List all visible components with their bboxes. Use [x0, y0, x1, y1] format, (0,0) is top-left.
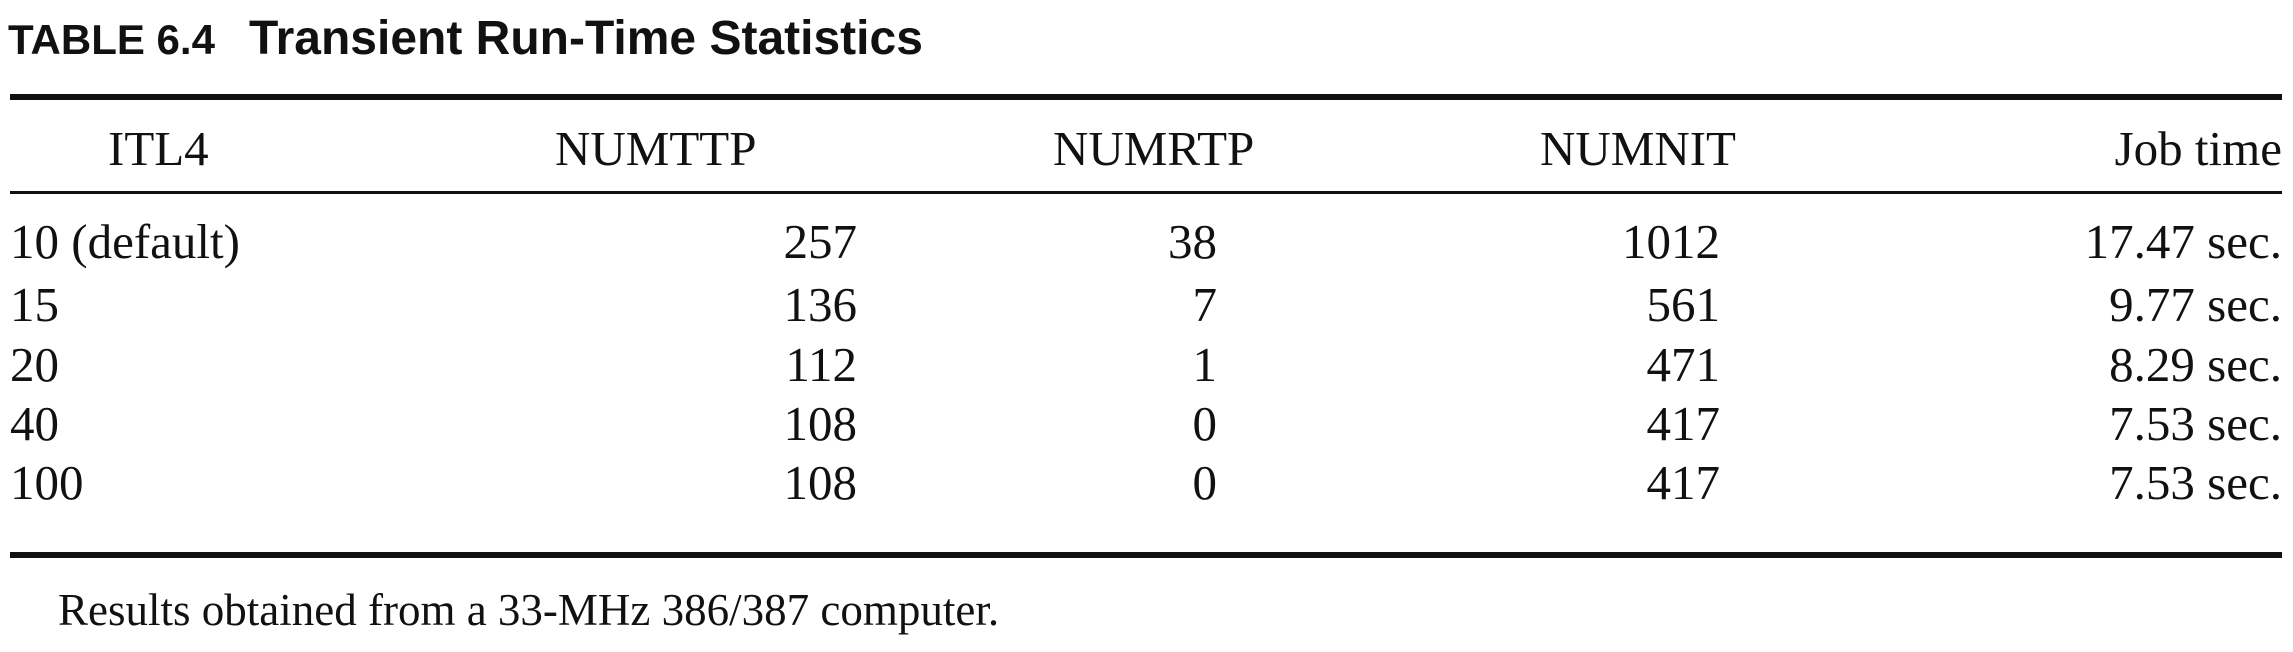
- table-number: TABLE 6.4: [8, 16, 215, 63]
- cell-job-time: 7.53 sec.: [2109, 396, 2282, 451]
- cell-itl4: 15: [10, 277, 59, 332]
- cell-numnit: 417: [1646, 396, 1721, 451]
- cell-itl4: 100: [10, 455, 84, 510]
- cell-numttp: 112: [785, 337, 857, 392]
- cell-numttp: 257: [783, 214, 858, 269]
- cell-itl4: 10 (default): [10, 214, 240, 269]
- cell-numnit: 417: [1646, 455, 1721, 510]
- cell-numrtp: 7: [1192, 277, 1218, 332]
- column-header-numttp: NUMTTP: [555, 121, 757, 176]
- column-header-numnit: NUMNIT: [1540, 121, 1736, 176]
- column-header-job-time: Job time: [2114, 121, 2282, 176]
- table-title: Transient Run-Time Statistics: [248, 12, 923, 65]
- cell-job-time: 9.77 sec.: [2109, 277, 2282, 332]
- table-footnote: Results obtained from a 33-MHz 386/387 c…: [58, 585, 1000, 635]
- cell-numrtp: 0: [1192, 396, 1218, 451]
- column-header-itl4: ITL4: [108, 121, 209, 176]
- column-header-numrtp: NUMRTP: [1053, 121, 1255, 176]
- cell-job-time: 17.47 sec.: [2084, 214, 2282, 269]
- cell-numnit: 1012: [1622, 214, 1720, 269]
- cell-numnit: 561: [1646, 277, 1721, 332]
- cell-itl4: 40: [10, 396, 59, 451]
- bottom-rule: [10, 552, 2282, 558]
- top-rule: [10, 94, 2282, 100]
- cell-numrtp: 1: [1192, 337, 1218, 392]
- table-caption: TABLE 6.4 Transient Run-Time Statistics: [8, 6, 923, 73]
- cell-itl4: 20: [10, 337, 59, 392]
- cell-numrtp: 0: [1192, 455, 1218, 510]
- cell-numttp: 108: [783, 455, 858, 510]
- cell-numnit: 471: [1646, 337, 1721, 392]
- cell-numttp: 136: [783, 277, 858, 332]
- cell-job-time: 8.29 sec.: [2109, 337, 2282, 392]
- header-rule: [10, 191, 2282, 194]
- cell-numttp: 108: [783, 396, 858, 451]
- cell-numrtp: 38: [1168, 214, 1217, 269]
- cell-job-time: 7.53 sec.: [2109, 455, 2282, 510]
